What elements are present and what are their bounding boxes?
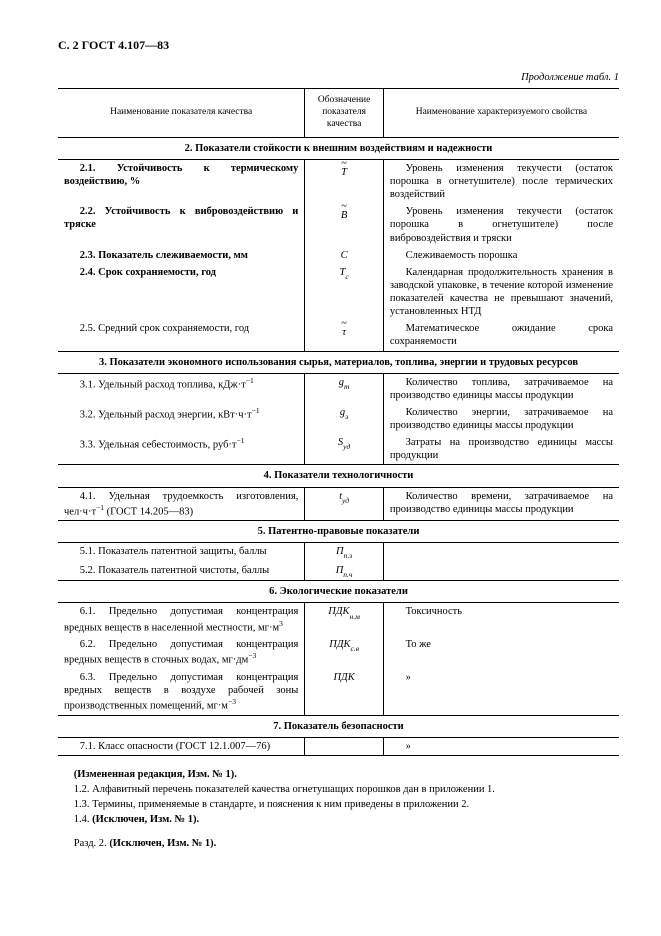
table-row: 2.3. Показатель слеживаемости, ммCСлежив…	[58, 247, 619, 264]
indicator-name: 4.1. Удельная трудоемкость изготовления,…	[58, 487, 305, 521]
indicator-name: 5.2. Показатель патентной чистоты, баллы	[58, 562, 305, 581]
table-row: 2.4. Срок сохраняемости, годTсКалендарна…	[58, 264, 619, 321]
table-row: 6.3. Предельно допустимая концентрация в…	[58, 669, 619, 715]
table-continuation-label: Продолжение табл. 1	[58, 71, 619, 84]
section-header-row: 4. Показатели технологичности	[58, 465, 619, 487]
table-row: 6.1. Предельно допустимая концентрация в…	[58, 603, 619, 636]
indicator-description: Количество времени, затрачиваемое на про…	[383, 487, 619, 521]
indicator-name: 2.3. Показатель слеживаемости, мм	[58, 247, 305, 264]
col-header-symbol: Обозначение показателя качества	[305, 89, 384, 138]
indicator-description: Математическое ожидание срока сохраняемо…	[383, 320, 619, 351]
col-header-name: Наименование показателя качества	[58, 89, 305, 138]
indicator-symbol: Пп.з	[305, 543, 384, 562]
indicator-name: 2.5. Средний срок сохраняемости, год	[58, 320, 305, 351]
footer-line: 1.4. (Исключен, Изм. № 1).	[58, 813, 619, 826]
table-row: 3.2. Удельный расход энергии, кВт·ч·т−1g…	[58, 404, 619, 434]
indicator-symbol: gэ	[305, 404, 384, 434]
indicator-name: 6.2. Предельно допустимая концентрация в…	[58, 636, 305, 669]
section-title: 5. Патентно-правовые показатели	[58, 521, 619, 543]
table-row: 5.1. Показатель патентной защиты, баллыП…	[58, 543, 619, 562]
section-title: 3. Показатели экономного использования с…	[58, 351, 619, 373]
indicator-name: 3.2. Удельный расход энергии, кВт·ч·т−1	[58, 404, 305, 434]
indicator-description: Уровень изменения текучести (остаток пор…	[383, 159, 619, 203]
section-title: 6. Экологические показатели	[58, 581, 619, 603]
indicator-description: То же	[383, 636, 619, 669]
footer-line: (Измененная редакция, Изм. № 1).	[58, 768, 619, 781]
section-header-row: 6. Экологические показатели	[58, 581, 619, 603]
indicator-name: 3.3. Удельная себестоимость, руб·т−1	[58, 434, 305, 465]
indicator-description: Слеживаемость порошка	[383, 247, 619, 264]
indicator-symbol: C	[305, 247, 384, 264]
table-row: 4.1. Удельная трудоемкость изготовления,…	[58, 487, 619, 521]
indicator-description: Токсичность	[383, 603, 619, 636]
indicator-name: 3.1. Удельный расход топлива, кДж·т−1	[58, 373, 305, 404]
indicator-description	[383, 562, 619, 581]
indicator-name: 7.1. Класс опасности (ГОСТ 12.1.007—76)	[58, 737, 305, 755]
indicator-description: Календарная продолжительность хранения в…	[383, 264, 619, 321]
footer-line: 1.2. Алфавитный перечень показателей кач…	[58, 783, 619, 796]
indicator-symbol: ПДК	[305, 669, 384, 715]
indicator-name: 6.3. Предельно допустимая концентрация в…	[58, 669, 305, 715]
indicator-symbol: ~τ	[305, 320, 384, 351]
indicator-name: 5.1. Показатель патентной защиты, баллы	[58, 543, 305, 562]
table-row: 7.1. Класс опасности (ГОСТ 12.1.007—76) »	[58, 737, 619, 755]
table-row: 2.1. Устойчивость к термическому воздейс…	[58, 159, 619, 203]
table-row: 3.3. Удельная себестоимость, руб·т−1SудЗ…	[58, 434, 619, 465]
indicator-symbol: Tс	[305, 264, 384, 321]
table-row: 2.5. Средний срок сохраняемости, год~τМа…	[58, 320, 619, 351]
page-header: С. 2 ГОСТ 4.107—83	[58, 38, 619, 53]
section-header-row: 3. Показатели экономного использования с…	[58, 351, 619, 373]
quality-indicators-table: Наименование показателя качества Обознач…	[58, 88, 619, 756]
indicator-symbol: ~B	[305, 203, 384, 246]
indicator-name: 2.4. Срок сохраняемости, год	[58, 264, 305, 321]
col-header-property: Наименование характеризуемого свойства	[383, 89, 619, 138]
table-row: 5.2. Показатель патентной чистоты, баллы…	[58, 562, 619, 581]
section-header-row: 2. Показатели стойкости к внешним воздей…	[58, 137, 619, 159]
section-title: 4. Показатели технологичности	[58, 465, 619, 487]
table-header-row: Наименование показателя качества Обознач…	[58, 89, 619, 138]
indicator-description	[383, 543, 619, 562]
section-header-row: 5. Патентно-правовые показатели	[58, 521, 619, 543]
indicator-description: Количество энергии, затрачиваемое на про…	[383, 404, 619, 434]
indicator-name: 2.1. Устойчивость к термическому воздейс…	[58, 159, 305, 203]
indicator-symbol: gт	[305, 373, 384, 404]
indicator-symbol: ~T	[305, 159, 384, 203]
footer-line: Разд. 2. (Исключен, Изм. № 1).	[58, 837, 619, 850]
table-row: 3.1. Удельный расход топлива, кДж·т−1gтК…	[58, 373, 619, 404]
footer-line: 1.3. Термины, применяемые в стандарте, и…	[58, 798, 619, 811]
indicator-symbol: Sуд	[305, 434, 384, 465]
indicator-description: »	[383, 669, 619, 715]
indicator-description: Уровень изменения текучести (остаток пор…	[383, 203, 619, 246]
indicator-name: 6.1. Предельно допустимая концентрация в…	[58, 603, 305, 636]
document-page: С. 2 ГОСТ 4.107—83 Продолжение табл. 1 Н…	[0, 0, 661, 936]
indicator-symbol: Пп.ч	[305, 562, 384, 581]
table-row: 2.2. Устойчивость к вибровоздействию и т…	[58, 203, 619, 246]
table-row: 6.2. Предельно допустимая концентрация в…	[58, 636, 619, 669]
indicator-description: »	[383, 737, 619, 755]
indicator-symbol: ПДКс.в	[305, 636, 384, 669]
footer-notes: (Измененная редакция, Изм. № 1). 1.2. Ал…	[58, 768, 619, 850]
indicator-symbol: ПДКн.м	[305, 603, 384, 636]
section-title: 7. Показатель безопасности	[58, 715, 619, 737]
indicator-description: Количество топлива, затрачиваемое на про…	[383, 373, 619, 404]
indicator-name: 2.2. Устойчивость к вибровоздействию и т…	[58, 203, 305, 246]
indicator-description: Затраты на производство единицы массы пр…	[383, 434, 619, 465]
section-title: 2. Показатели стойкости к внешним воздей…	[58, 137, 619, 159]
indicator-symbol: tуд	[305, 487, 384, 521]
indicator-symbol	[305, 737, 384, 755]
section-header-row: 7. Показатель безопасности	[58, 715, 619, 737]
